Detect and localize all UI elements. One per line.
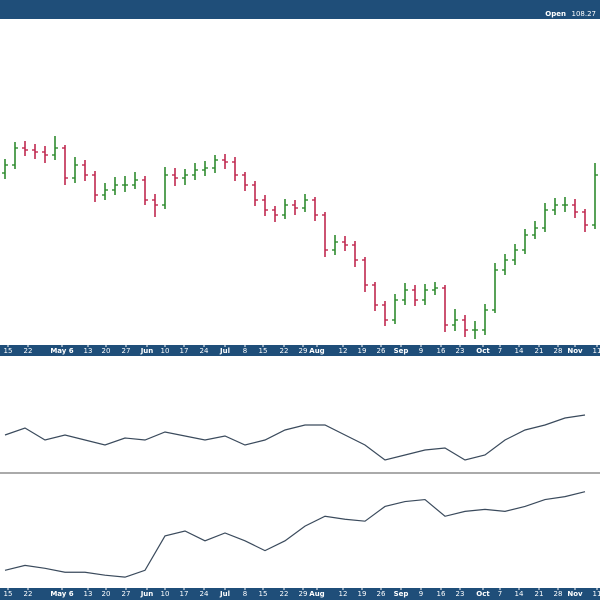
x-tick-label: Oct <box>476 347 490 355</box>
x-tick-label: 21 <box>535 590 544 598</box>
x-tick-label: 8 <box>243 347 247 355</box>
indicator-line <box>4 491 586 578</box>
x-tick-label: 24 <box>200 590 209 598</box>
x-tick-label: 17 <box>180 590 189 598</box>
x-tick-label: 15 <box>4 590 13 598</box>
header-bar <box>0 0 600 19</box>
x-tick-label: 13 <box>84 590 93 598</box>
x-tick-label: 10 <box>161 347 170 355</box>
x-tick-label: 10 <box>161 590 170 598</box>
x-tick-label: 24 <box>200 347 209 355</box>
x-tick-label: 27 <box>122 347 131 355</box>
x-tick-label: Aug <box>309 590 324 598</box>
x-tick-label: 11 <box>593 347 600 355</box>
x-tick-label: 7 <box>498 590 502 598</box>
x-tick-label: 12 <box>339 347 348 355</box>
x-tick-label: 13 <box>84 347 93 355</box>
x-tick-label: 21 <box>535 347 544 355</box>
x-tick-label: 22 <box>24 590 33 598</box>
open-value: 108.27 <box>572 10 597 18</box>
x-tick-label: 22 <box>24 347 33 355</box>
x-tick-label: 9 <box>419 347 423 355</box>
x-tick-label: Aug <box>309 347 324 355</box>
x-tick-label: 26 <box>377 590 386 598</box>
x-tick-label: 17 <box>180 347 189 355</box>
x-tick-label: 8 <box>243 590 247 598</box>
x-tick-label: 29 <box>299 347 308 355</box>
x-tick-label: 20 <box>102 590 111 598</box>
x-tick-label: May 6 <box>50 347 73 355</box>
x-tick-label: Jun <box>140 347 154 355</box>
x-tick-label: 28 <box>554 347 563 355</box>
x-tick-label: Nov <box>567 347 583 355</box>
x-tick-label: 19 <box>358 347 367 355</box>
x-axis-strip <box>0 345 600 356</box>
x-tick-label: 12 <box>339 590 348 598</box>
x-tick-label: Sep <box>394 590 409 598</box>
x-tick-label: 26 <box>377 347 386 355</box>
x-tick-label: 11 <box>593 590 600 598</box>
x-tick-label: 9 <box>419 590 423 598</box>
x-axis-strip <box>0 588 600 600</box>
x-tick-label: Jul <box>219 347 230 355</box>
x-tick-label: 14 <box>515 590 524 598</box>
x-tick-label: Sep <box>394 347 409 355</box>
x-tick-label: 23 <box>456 347 465 355</box>
x-tick-label: 19 <box>358 590 367 598</box>
x-tick-label: 22 <box>280 347 289 355</box>
x-tick-label: May 6 <box>50 590 73 598</box>
x-tick-label: 28 <box>554 590 563 598</box>
indicator-line <box>4 414 586 461</box>
x-tick-label: 7 <box>498 347 502 355</box>
x-tick-label: Jul <box>219 590 230 598</box>
x-tick-label: 27 <box>122 590 131 598</box>
x-tick-label: Oct <box>476 590 490 598</box>
x-tick-label: 22 <box>280 590 289 598</box>
open-label: Open <box>545 10 566 18</box>
x-tick-label: 14 <box>515 347 524 355</box>
x-tick-label: 15 <box>4 347 13 355</box>
x-tick-label: 16 <box>437 347 446 355</box>
x-tick-label: 16 <box>437 590 446 598</box>
x-tick-label: 29 <box>299 590 308 598</box>
x-tick-label: 15 <box>259 347 268 355</box>
x-tick-label: Nov <box>567 590 583 598</box>
x-tick-label: 15 <box>259 590 268 598</box>
x-tick-label: 23 <box>456 590 465 598</box>
x-tick-label: Jun <box>140 590 154 598</box>
x-tick-label: 20 <box>102 347 111 355</box>
